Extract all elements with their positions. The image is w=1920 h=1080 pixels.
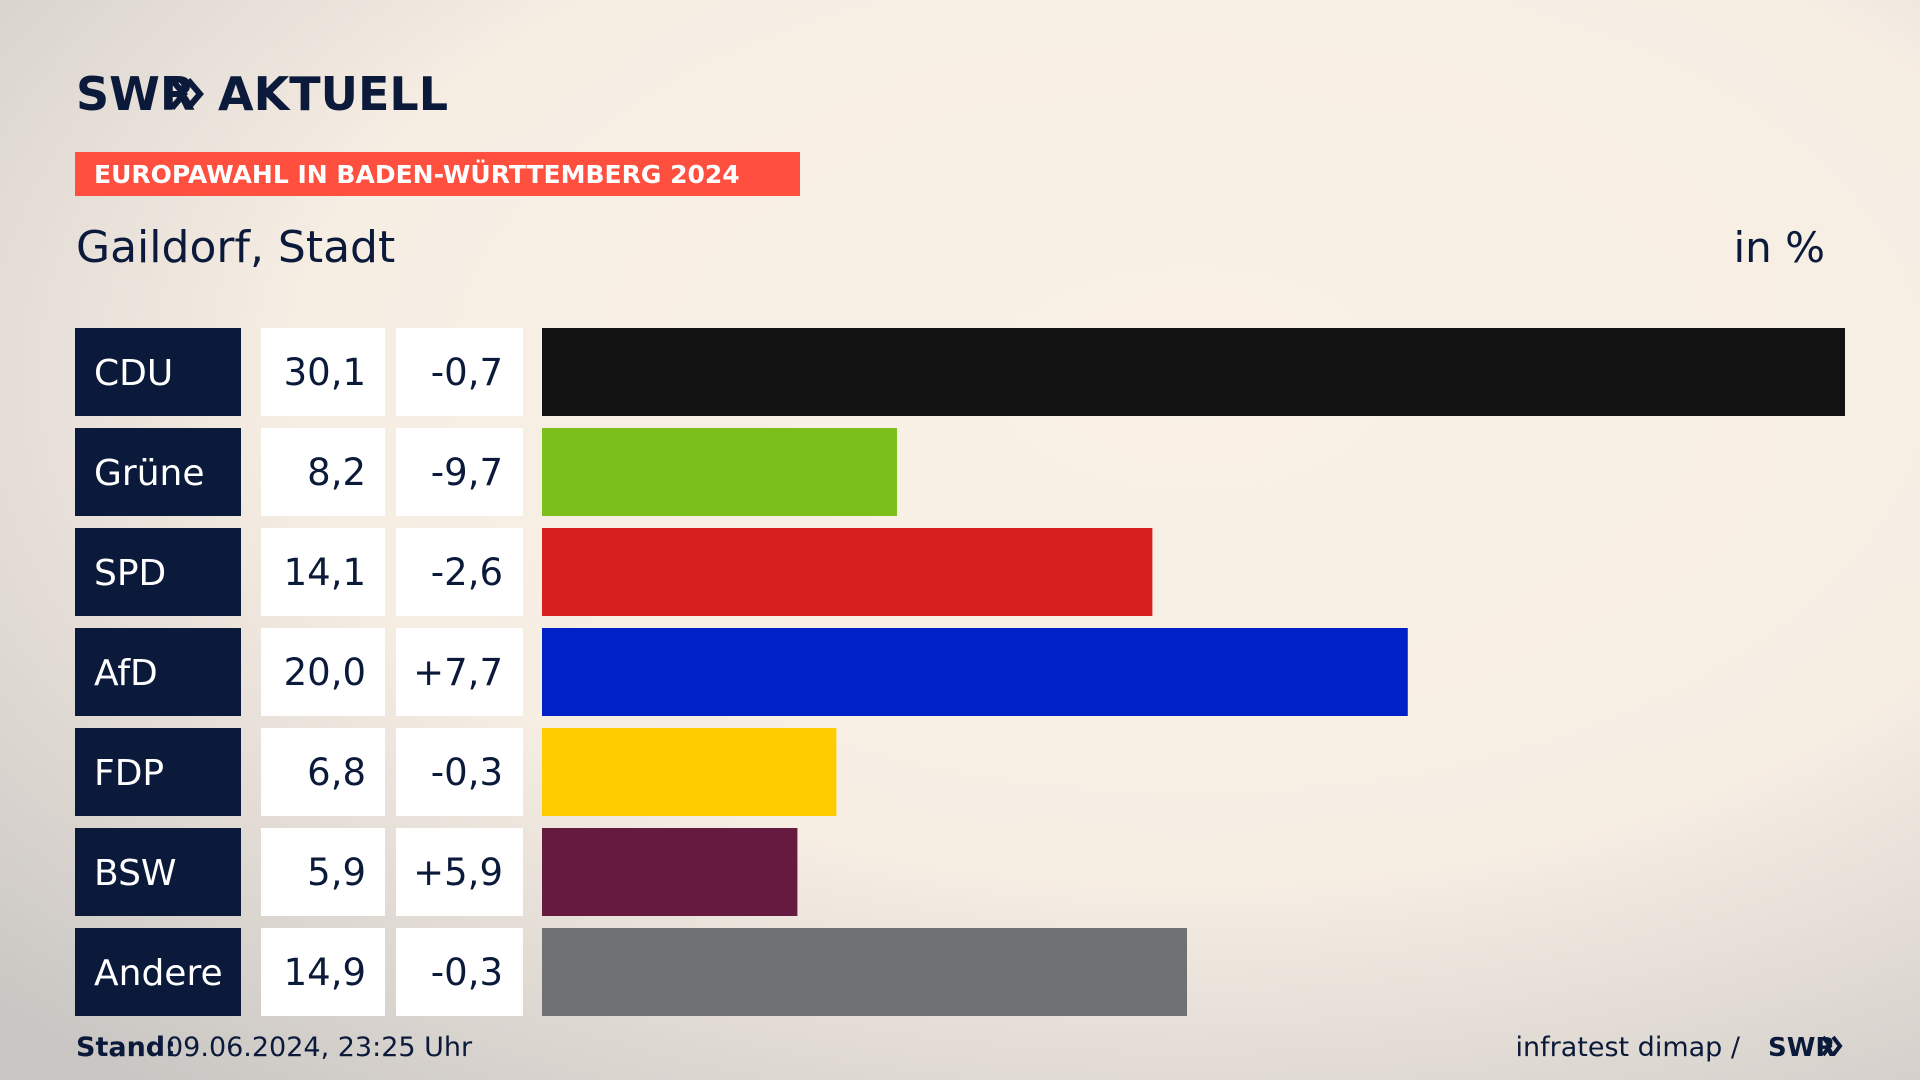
value-box <box>261 928 385 1016</box>
bar <box>542 828 798 916</box>
bar <box>542 528 1153 616</box>
party-box <box>75 928 241 1016</box>
unit: in % <box>1733 223 1825 272</box>
party-label: Andere <box>94 953 223 994</box>
change-box <box>396 628 523 716</box>
value-label: 14,1 <box>284 551 366 594</box>
stand-label: Stand: <box>76 1032 176 1063</box>
party-label: SPD <box>94 553 166 594</box>
value-label: 6,8 <box>307 751 366 794</box>
party-box <box>75 728 241 816</box>
change-label: -9,7 <box>431 451 503 494</box>
change-label: +5,9 <box>413 851 503 894</box>
value-box <box>261 328 385 416</box>
value-box <box>261 528 385 616</box>
party-box <box>75 428 241 516</box>
value-label: 30,1 <box>284 351 366 394</box>
logo-brand: SWR <box>76 67 195 121</box>
chart-title: Gaildorf, Stadt <box>76 222 395 273</box>
party-box <box>75 528 241 616</box>
value-box <box>261 428 385 516</box>
party-box <box>75 328 241 416</box>
bar <box>542 428 897 516</box>
party-label: FDP <box>94 753 164 794</box>
change-label: -2,6 <box>431 551 503 594</box>
value-box <box>261 828 385 916</box>
logo-chevrons <box>169 78 204 110</box>
source: infratest dimap / <box>1515 1032 1740 1063</box>
bar <box>542 328 1845 416</box>
change-label: +7,7 <box>413 651 503 694</box>
value-label: 8,2 <box>307 451 366 494</box>
banner-text: EUROPAWAHL IN BADEN-WÜRTTEMBERG 2024 <box>94 159 740 189</box>
value-box <box>261 628 385 716</box>
party-label: BSW <box>94 853 177 894</box>
source-chevrons <box>1821 1035 1843 1057</box>
change-box <box>396 728 523 816</box>
party-box <box>75 628 241 716</box>
change-label: -0,3 <box>431 751 503 794</box>
change-label: -0,3 <box>431 951 503 994</box>
change-box <box>396 828 523 916</box>
change-box <box>396 528 523 616</box>
value-label: 14,9 <box>284 951 366 994</box>
bar <box>542 928 1188 1016</box>
party-box <box>75 828 241 916</box>
party-label: CDU <box>94 353 173 394</box>
logo-product: AKTUELL <box>218 67 448 121</box>
value-label: 20,0 <box>284 651 366 694</box>
change-box <box>396 328 523 416</box>
bar <box>542 628 1408 716</box>
value-label: 5,9 <box>307 851 366 894</box>
party-label: Grüne <box>94 453 204 494</box>
stand: 09.06.2024, 23:25 Uhr <box>166 1032 473 1063</box>
change-box <box>396 928 523 1016</box>
banner <box>75 152 800 196</box>
party-label: AfD <box>94 653 158 694</box>
change-label: -0,7 <box>431 351 503 394</box>
bar <box>542 728 837 816</box>
value-box <box>261 728 385 816</box>
change-box <box>396 428 523 516</box>
